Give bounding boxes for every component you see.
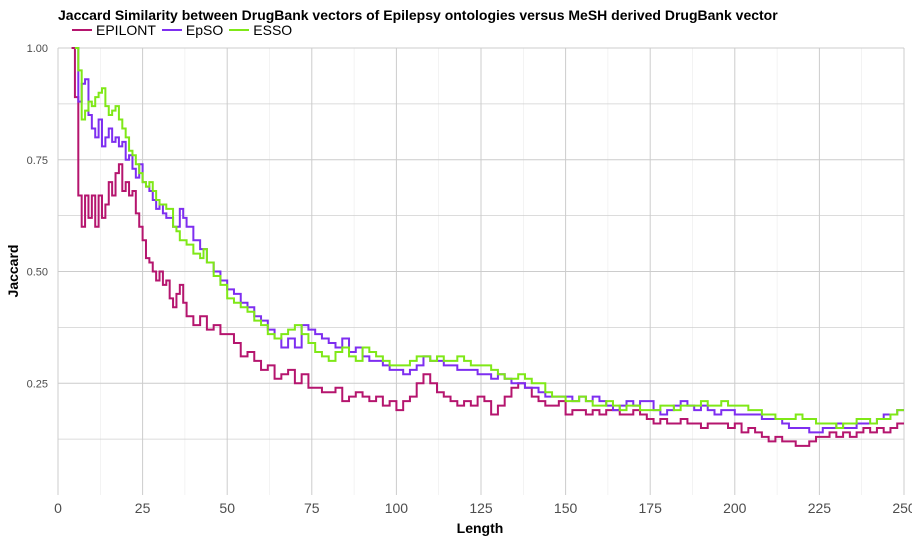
x-tick-label: 125 [469,500,493,516]
y-tick-label: 1.00 [27,43,48,55]
x-tick-label: 0 [54,500,62,516]
x-tick-label: 75 [304,500,320,516]
series-layer [71,47,904,447]
grid-layer [57,47,905,495]
x-tick-label: 175 [639,500,663,516]
y-tick-label: 0.75 [27,155,48,167]
series-line-epilont [71,47,904,447]
x-tick-label: 50 [219,500,235,516]
series-line-esso [74,47,904,429]
y-tick-label: 0.25 [27,378,48,390]
x-tick-label: 25 [135,500,151,516]
x-tick-label: 200 [723,500,747,516]
x-tick-label: 150 [554,500,578,516]
y-tick-label: 0.50 [27,267,48,279]
axes-layer: 0 25 50 75 100 125 150 175 200 225 250 0.25 0.50 0.75… [27,43,912,516]
legend-swatch [161,29,182,31]
chart-title: Jaccard Similarity between DrugBank vect… [58,7,778,23]
y-axis-label: Jaccard [5,245,21,298]
legend-label: EPILONT [96,22,156,38]
legend-swatch [229,29,250,31]
legend-item-epilont: EPILONT [72,22,156,38]
legend: EPILONT EpSO ESSO [72,22,298,38]
x-tick-label: 250 [892,500,912,516]
legend-swatch [72,29,92,31]
x-axis-label: Length [457,520,504,536]
x-tick-label: 100 [385,500,409,516]
legend-item-esso: ESSO [229,22,292,38]
legend-label: ESSO [253,22,293,38]
legend-label: EpSO [185,22,224,38]
legend-item-epso: EpSO [161,22,224,38]
series-line-epso [74,47,904,434]
x-tick-label: 225 [808,500,832,516]
